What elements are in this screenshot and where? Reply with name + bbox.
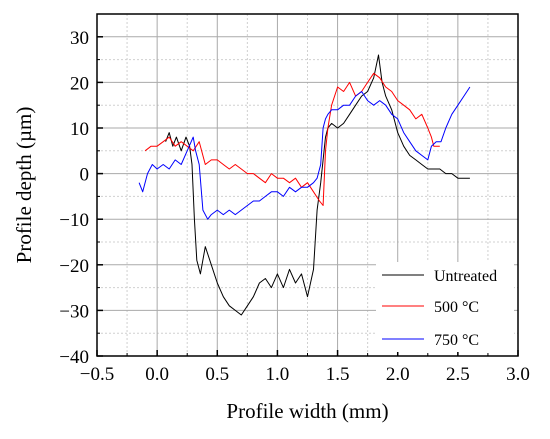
y-tick-label: 20 xyxy=(70,73,89,94)
y-tick-label: −30 xyxy=(59,301,89,322)
legend-label-500c: 500 °C xyxy=(434,299,479,316)
x-tick-label: 0.0 xyxy=(145,364,169,385)
legend-label-750c: 750 °C xyxy=(434,332,479,349)
plot-series xyxy=(138,54,471,316)
series-line-750c xyxy=(138,86,471,220)
x-tick-label: 3.0 xyxy=(506,364,530,385)
axis-ticks xyxy=(96,36,519,357)
legend-label-untreated: Untreated xyxy=(434,268,497,285)
tick-labels: −0.5 0.0 0.5 1.0 1.5 2.0 2.5 3.0 −40 −30 −20 −10 0 10… xyxy=(59,28,530,385)
y-tick-label: 10 xyxy=(70,119,89,140)
x-tick-label: 0.5 xyxy=(205,364,229,385)
y-tick-label: −20 xyxy=(59,256,89,277)
x-tick-label: 1.5 xyxy=(326,364,350,385)
y-tick-label: 30 xyxy=(70,28,89,49)
series-line-untreated xyxy=(165,54,470,316)
x-tick-label: −0.5 xyxy=(80,364,114,385)
series-line-500c xyxy=(144,72,440,206)
x-axis-title: Profile width (mm) xyxy=(226,399,388,423)
x-tick-label: 2.0 xyxy=(386,364,410,385)
y-axis-title: Profile depth (µm) xyxy=(12,107,36,264)
y-tick-label: 0 xyxy=(80,165,90,186)
legend-box xyxy=(376,262,514,352)
y-tick-label: −40 xyxy=(59,347,89,368)
x-tick-label: 2.5 xyxy=(446,364,470,385)
y-tick-label: −10 xyxy=(59,210,89,231)
x-tick-label: 1.0 xyxy=(266,364,290,385)
legend: Untreated 500 °C 750 °C xyxy=(376,262,514,352)
